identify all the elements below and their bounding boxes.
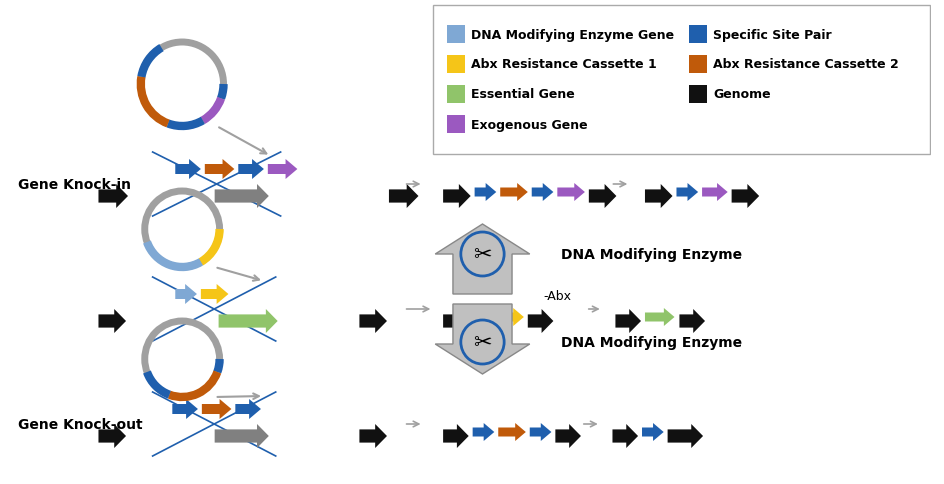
Text: ✂: ✂ [473,333,491,352]
Polygon shape [472,423,494,441]
Text: Abx Resistance Cassette 1: Abx Resistance Cassette 1 [470,59,656,71]
Text: Gene Knock-in: Gene Knock-in [18,178,130,192]
Text: DNA Modifying Enzyme: DNA Modifying Enzyme [561,247,742,261]
Polygon shape [472,308,494,326]
Bar [447,116,464,134]
Polygon shape [267,160,297,180]
Polygon shape [615,309,640,333]
Polygon shape [235,399,261,419]
Polygon shape [175,285,196,304]
Polygon shape [238,160,263,180]
Text: ✂: ✂ [473,244,491,264]
Polygon shape [557,183,584,201]
Polygon shape [214,184,268,209]
FancyBboxPatch shape [432,6,929,155]
Polygon shape [676,183,698,201]
Polygon shape [531,183,553,201]
Polygon shape [645,308,674,326]
Polygon shape [214,424,268,448]
Polygon shape [205,160,234,180]
Polygon shape [499,183,528,201]
Polygon shape [731,184,758,209]
Text: Specific Site Pair: Specific Site Pair [712,29,831,42]
Polygon shape [528,309,553,333]
Polygon shape [474,183,496,201]
Polygon shape [679,309,704,333]
Text: Exogenous Gene: Exogenous Gene [470,118,586,131]
Bar [447,26,464,44]
Text: -Abx: -Abx [543,289,571,302]
Polygon shape [666,424,702,448]
Polygon shape [359,309,387,333]
Bar [447,86,464,104]
Polygon shape [218,309,278,333]
Polygon shape [201,285,228,304]
Polygon shape [443,184,470,209]
Polygon shape [172,399,197,419]
Bar [688,56,706,74]
Polygon shape [497,308,523,326]
Polygon shape [202,399,231,419]
Polygon shape [588,184,615,209]
Polygon shape [435,225,530,294]
Polygon shape [641,423,663,441]
Polygon shape [701,183,727,201]
Text: Genome: Genome [712,88,769,101]
Text: Abx Resistance Cassette 2: Abx Resistance Cassette 2 [712,59,898,71]
Polygon shape [389,184,418,209]
Text: DNA Modifying Enzyme Gene: DNA Modifying Enzyme Gene [470,29,673,42]
Text: DNA Modifying Enzyme: DNA Modifying Enzyme [561,335,742,349]
Polygon shape [555,424,581,448]
Polygon shape [612,424,637,448]
Bar [688,86,706,104]
Polygon shape [443,309,468,333]
Bar [447,56,464,74]
Polygon shape [175,160,201,180]
Bar [688,26,706,44]
Polygon shape [98,309,126,333]
Polygon shape [435,304,530,374]
Polygon shape [645,184,672,209]
Polygon shape [98,184,127,209]
Polygon shape [359,424,387,448]
Polygon shape [443,424,468,448]
Polygon shape [98,424,126,448]
Text: Gene Knock-out: Gene Knock-out [18,417,143,431]
Polygon shape [530,423,551,441]
Polygon shape [497,423,525,441]
Text: Essential Gene: Essential Gene [470,88,574,101]
